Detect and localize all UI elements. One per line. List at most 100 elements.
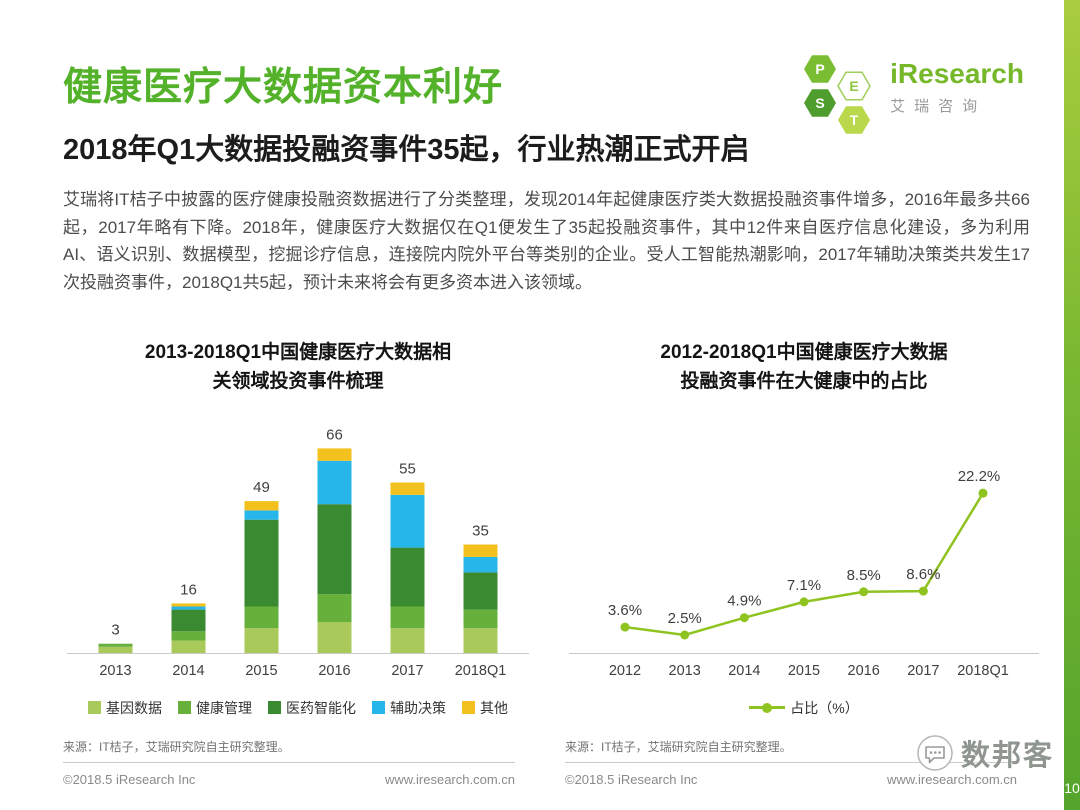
- bar-segment: [463, 572, 498, 610]
- line-x-label: 2014: [728, 663, 760, 679]
- body-paragraph: 艾瑞将IT桔子中披露的医疗健康投融资数据进行了分类整理，发现2014年起健康医疗…: [63, 190, 1030, 292]
- line-point: [680, 630, 690, 640]
- legend-swatch-icon: [268, 701, 281, 715]
- legend-label: 医药智能化: [286, 699, 356, 716]
- bar-chart-section: 2013-2018Q1中国健康医疗大数据相 关领域投资事件梳理 3 2013 16 2…: [63, 338, 533, 755]
- bar-segment: [463, 628, 498, 653]
- line-x-label: 2013: [669, 663, 701, 679]
- hexagon-letter: E: [849, 78, 858, 94]
- bar-segment: [244, 510, 279, 520]
- legend-item: 基因数据: [88, 698, 162, 718]
- hexagon-T: [838, 106, 871, 134]
- hexagon-S: [804, 89, 837, 117]
- point-label: 22.2%: [958, 468, 1001, 485]
- website-left: www.iresearch.com.cn: [384, 772, 515, 787]
- page-title: 健康医疗大数据资本利好: [63, 66, 504, 109]
- line-point: [620, 622, 630, 632]
- bar-total-label: 55: [399, 460, 416, 477]
- legend-item: 健康管理: [178, 698, 252, 718]
- line-x-label: 2012: [609, 663, 641, 679]
- bar-segment: [244, 628, 279, 653]
- legend-item: 辅助决策: [372, 698, 446, 718]
- line-chart-title-line2: 投融资事件在大健康中的占比: [680, 371, 928, 393]
- line-chart-title-line1: 2012-2018Q1中国健康医疗大数据: [660, 342, 948, 363]
- chat-bubble-icon: [917, 735, 953, 771]
- legend-item: 医药智能化: [268, 698, 356, 718]
- page-number: 10: [1064, 780, 1080, 796]
- line-x-label: 2017: [907, 663, 939, 679]
- bar-x-label: 2013: [99, 663, 131, 679]
- bar-segment: [244, 519, 279, 607]
- bar-segment: [171, 609, 206, 632]
- point-label: 7.1%: [787, 577, 821, 594]
- line-point: [859, 587, 869, 597]
- copyright-right: ©2018.5 iResearch Inc: [565, 772, 698, 787]
- bar-segment: [390, 606, 425, 629]
- bar-segment: [244, 500, 279, 511]
- bar-segment: [317, 460, 352, 505]
- point-label: 3.6%: [608, 602, 642, 619]
- bar-segment: [463, 609, 498, 629]
- bar-x-label: 2018Q1: [455, 663, 507, 679]
- footer-left: ©2018.5 iResearch Inc www.iresearch.com.…: [63, 772, 515, 787]
- bar-x-label: 2014: [172, 663, 204, 679]
- footer-rule-right: [565, 762, 1017, 763]
- bar-segment: [390, 482, 425, 495]
- bar-segment: [171, 640, 206, 653]
- bar-segment: [390, 628, 425, 653]
- bar-segment: [390, 547, 425, 607]
- point-label: 4.9%: [727, 593, 761, 610]
- bar-x-label: 2015: [245, 663, 277, 679]
- legend-line-marker-icon: [749, 702, 786, 713]
- point-label: 2.5%: [668, 610, 702, 627]
- legend-label: 占比（%）: [790, 699, 859, 716]
- legend-swatch-icon: [462, 701, 475, 715]
- bar-total-label: 49: [253, 479, 270, 496]
- website-right: www.iresearch.com.cn: [886, 772, 1017, 787]
- bar-total-label: 16: [180, 581, 197, 598]
- bar-chart-title-line1: 2013-2018Q1中国健康医疗大数据相: [144, 342, 452, 363]
- hexagon-letter: S: [815, 95, 824, 111]
- bar-segment: [317, 621, 352, 653]
- line-chart-source: 来源：IT桔子，艾瑞研究院自主研究整理。: [565, 739, 792, 754]
- bar-segment: [317, 504, 352, 594]
- legend-swatch-icon: [372, 701, 385, 715]
- bar-segment: [98, 643, 133, 647]
- hexagon-P: [804, 55, 837, 83]
- legend-label: 其他: [480, 699, 508, 716]
- bar-total-label: 35: [472, 522, 489, 539]
- bar-segment: [98, 646, 133, 653]
- legend-label: 健康管理: [196, 699, 252, 716]
- watermark: 数邦客: [916, 732, 1054, 774]
- bar-chart-source: 来源：IT桔子，艾瑞研究院自主研究整理。: [63, 739, 290, 754]
- point-label: 8.5%: [847, 567, 881, 584]
- bar-chart-svg: 3 2013 16 2014 49 2015 66 2016 55 2017 35 2018Q1: [67, 426, 529, 679]
- brand-name-cn: 艾瑞咨询: [890, 98, 987, 115]
- bar-segment: [390, 494, 425, 548]
- page-subtitle: 2018年Q1大数据投融资事件35起，行业热潮正式开启: [63, 134, 750, 166]
- bar-segment: [244, 606, 279, 629]
- line-point: [978, 488, 988, 498]
- bar-chart-title: 2013-2018Q1中国健康医疗大数据相 关领域投资事件梳理: [63, 338, 533, 397]
- bar-total-label: 66: [326, 426, 343, 443]
- brand-text: iResearch 艾瑞咨询: [890, 58, 1024, 116]
- hexagon-letter: T: [850, 112, 859, 128]
- bar-segment: [463, 544, 498, 557]
- watermark-label: 数邦客: [960, 740, 1054, 772]
- copyright-left: ©2018.5 iResearch Inc: [63, 772, 196, 787]
- page-edge-strip: 10: [1064, 0, 1080, 810]
- legend-item: 占比（%）: [749, 698, 859, 718]
- hexagon-letter: P: [815, 61, 824, 77]
- bar-x-label: 2016: [318, 663, 350, 679]
- bar-segment: [171, 631, 206, 641]
- bar-segment: [317, 593, 352, 622]
- bar-x-label: 2017: [391, 663, 423, 679]
- bar-chart-legend: 基因数据 健康管理 医药智能化 辅助决策 其他: [63, 698, 533, 718]
- line-chart-legend: 占比（%）: [565, 698, 1043, 718]
- legend-label: 基因数据: [106, 699, 162, 716]
- hexagon-E: [837, 71, 871, 101]
- line-x-label: 2015: [788, 663, 820, 679]
- footer-right: ©2018.5 iResearch Inc www.iresearch.com.…: [565, 772, 1017, 787]
- point-label: 8.6%: [906, 566, 940, 583]
- brand-name: iResearch: [890, 58, 1024, 89]
